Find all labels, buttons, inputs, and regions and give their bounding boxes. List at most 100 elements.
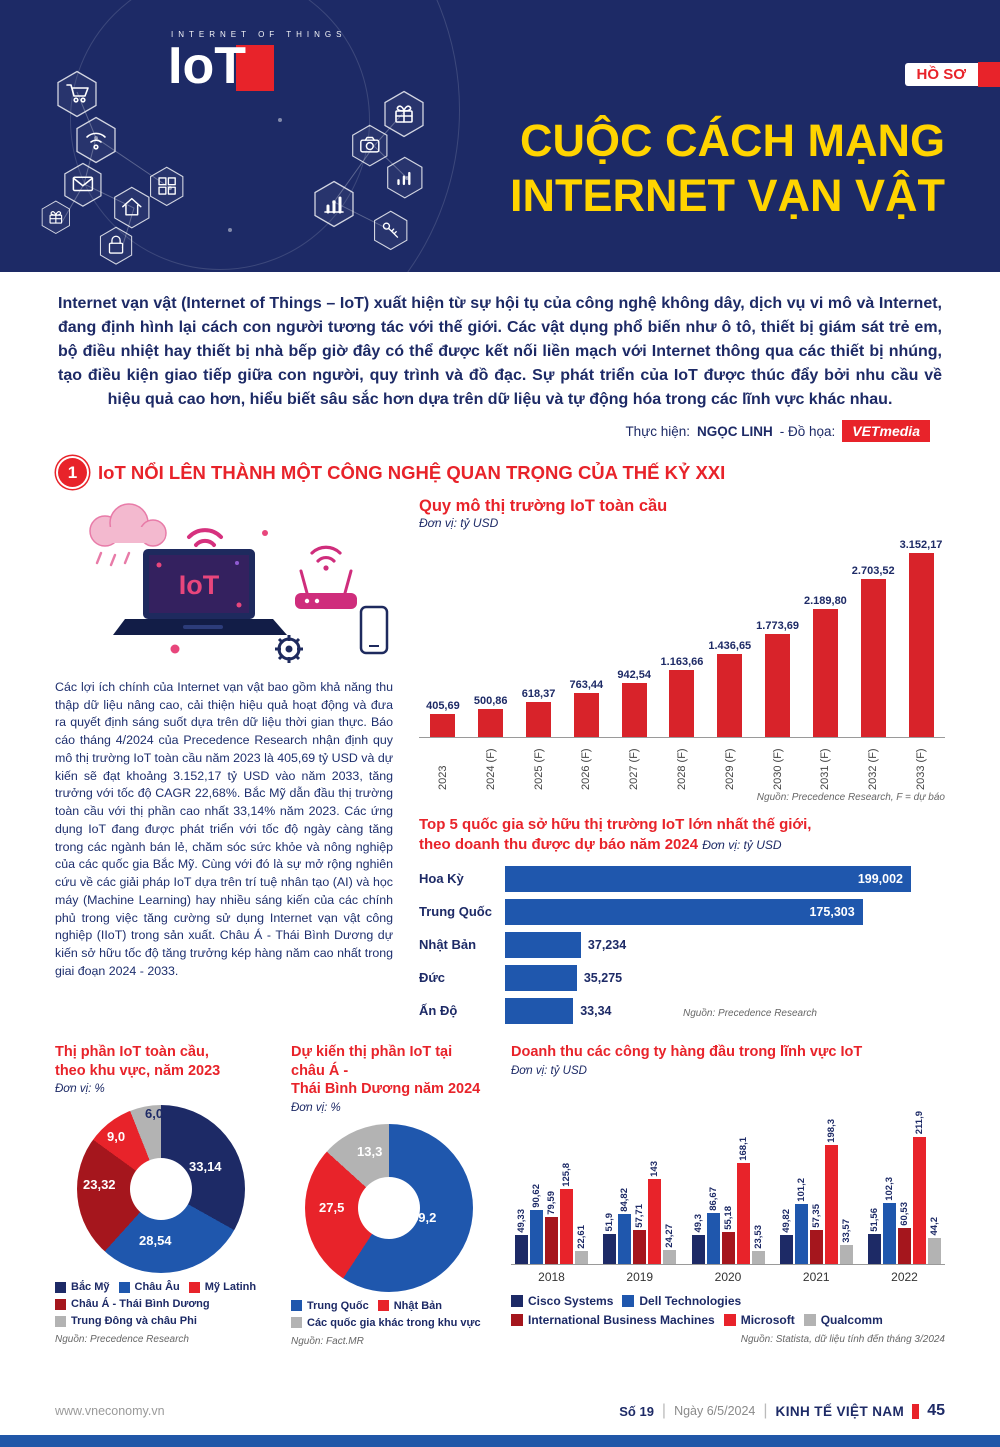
section-1-content: IoT	[0, 495, 1000, 1027]
section-1-heading: 1 IoT NỔI LÊN THÀNH MỘT CÔNG NGHỆ QUAN T…	[0, 442, 1000, 495]
bar-category-label: 2026 (F)	[580, 748, 593, 790]
country-label: Ấn Độ	[419, 1003, 458, 1018]
bar	[860, 579, 886, 738]
bar	[883, 1202, 896, 1265]
year-label: 2018	[538, 1269, 565, 1284]
legend-swatch	[188, 1281, 200, 1293]
byline: Thực hiện: NGỌC LINH - Đồ họa: VETmedia	[0, 412, 1000, 442]
legend-item: Châu Âu	[118, 1281, 180, 1293]
section-body-text: Các lợi ích chính của Internet vạn vật b…	[55, 680, 393, 978]
chart-market-size: Quy mô thị trường IoT toàn cầu Đơn vị: t…	[419, 497, 945, 803]
slice-value-label: 23,32	[83, 1177, 116, 1193]
bar-category-label: 2029 (F)	[723, 748, 736, 790]
bar	[560, 1188, 573, 1265]
chart-icon	[312, 180, 356, 228]
badge-label: HỒ SƠ	[904, 63, 978, 86]
legend-item: International Business Machines	[511, 1313, 715, 1327]
bar	[603, 1233, 617, 1265]
page-title-line2: INTERNET VẠN VẬT	[509, 169, 945, 221]
chart-source: Nguồn: Precedence Research	[683, 1008, 817, 1019]
country-row: Đức 35,275	[419, 961, 945, 994]
year-group: 51,56 102,3 60,53 211,9 44,2	[868, 1083, 941, 1289]
legend-item: Nhật Bản	[377, 1300, 442, 1312]
bar-value-label: 2.703,52	[851, 565, 895, 577]
chart-title: Quy mô thị trường IoT toàn cầu	[419, 497, 668, 515]
bar-value-label: 49,33	[516, 1208, 527, 1233]
legend-item: Mỹ Latinh	[188, 1281, 256, 1293]
country-label: Đức	[419, 970, 446, 985]
gift-icon	[382, 90, 426, 138]
gift-small-icon	[40, 200, 72, 235]
bar-value-label: 57,35	[810, 1203, 822, 1228]
intro-section: Internet vạn vật (Internet of Things – I…	[0, 272, 1000, 412]
bar	[717, 654, 743, 738]
chart-legend: Bắc Mỹ Châu Âu Mỹ Latinh Châu Á - Thái Bình…	[55, 1281, 267, 1327]
year-label: 2021	[802, 1269, 830, 1284]
slice-value-label: 6,0	[145, 1106, 164, 1122]
intro-paragraph: Internet vạn vật (Internet of Things – I…	[58, 295, 942, 408]
chart-source: Nguồn: Precedence Research, F = dự báo	[756, 792, 945, 803]
country-row: Nhật Bản 37,234	[419, 928, 945, 961]
legend-swatch	[803, 1313, 816, 1326]
bar-column: 618,37 2025 (F)	[515, 534, 563, 790]
bar	[751, 1250, 765, 1265]
bar-value-label: 49,82	[780, 1208, 792, 1233]
bar-value-label: 125,8	[561, 1162, 572, 1187]
key-icon	[372, 210, 409, 251]
bar	[505, 997, 574, 1024]
chart-title: Top 5 quốc gia sở hữu thị trường IoT lớn…	[419, 816, 812, 853]
legend-swatch	[622, 1294, 635, 1307]
bar-value-label: 500,86	[473, 695, 508, 707]
legend-swatch	[511, 1294, 523, 1307]
bar-value-label: 37,234	[587, 937, 627, 952]
bar-category-label: 2030 (F)	[771, 748, 784, 790]
cart-icon	[55, 70, 99, 118]
horizontal-bar-chart: Hoa Kỳ 199,002 Trung Quốc 175,303 Nhật B…	[419, 862, 945, 1027]
byline-label: Thực hiện:	[625, 423, 691, 439]
bottom-charts-row: Thị phần IoT toàn cầu, theo khu vực, năm…	[0, 1027, 1000, 1347]
footer: www.vneconomy.vn Số 19 | Ngày 6/5/2024 |…	[0, 1389, 1000, 1447]
chart-source: Nguồn: Fact.MR	[291, 1335, 364, 1347]
bar-value-label: 143	[649, 1160, 661, 1177]
chart-unit: Đơn vị: %	[55, 1083, 105, 1096]
bar-column: 1.163,66 2028 (F)	[658, 534, 706, 790]
slice-value-label: 28,54	[139, 1233, 172, 1249]
grouped-bar-chart: 49,33 90,62 79,59 125,8 22,61	[511, 1083, 945, 1289]
bar-value-label: 198,3	[825, 1118, 837, 1143]
bar-category-label: 2027 (F)	[628, 748, 641, 790]
svg-text:IoT: IoT	[179, 570, 220, 600]
bar	[478, 709, 504, 738]
bar	[913, 1136, 926, 1265]
wifi-icon	[74, 116, 118, 164]
donut-chart-apac: 59,2 27,5 13,3	[305, 1123, 473, 1292]
chart-source: Nguồn: Statista, dữ liệu tính đến tháng …	[740, 1333, 945, 1345]
chart-regional-share: Thị phần IoT toàn cầu, theo khu vực, năm…	[55, 1043, 267, 1347]
legend-swatch	[511, 1313, 523, 1326]
bar	[573, 693, 599, 738]
bar-value-label: 101,2	[795, 1177, 807, 1202]
bar	[794, 1203, 808, 1265]
bar-value-label: 57,71	[634, 1203, 646, 1228]
page-title: CUỘC CÁCH MẠNG INTERNET VẠN VẬT	[510, 114, 945, 224]
bar-value-label: 168,1	[737, 1136, 749, 1161]
section-title: IoT NỔI LÊN THÀNH MỘT CÔNG NGHỆ QUAN TRỌ…	[98, 461, 726, 483]
bar-column: 500,86 2024 (F)	[467, 534, 515, 790]
bar	[633, 1229, 647, 1265]
donut-chart-regions: 33,14 28,54 23,32 9,0 6,0	[77, 1105, 245, 1274]
bar	[779, 1234, 793, 1265]
bar	[868, 1233, 881, 1265]
slice-value-label: 33,14	[189, 1159, 222, 1175]
bar-value-label: 33,57	[840, 1218, 852, 1243]
legend-item: Trung Đông và châu Phi	[55, 1315, 197, 1327]
bar-value-label: 35,275	[583, 970, 623, 985]
bar-category-label: 2032 (F)	[867, 748, 880, 790]
bar-value-label: 618,37	[521, 688, 556, 700]
magazine-brand: KINH TẾ VIỆT NAM	[775, 1403, 905, 1419]
year-group: 51,9 84,82 57,71 143 24,27	[603, 1083, 677, 1289]
bar-value-label: 79,59	[546, 1190, 557, 1215]
bar	[526, 702, 552, 738]
slice-value-label: 9,0	[107, 1129, 126, 1145]
year-group: 49,3 86,67 55,18 168,1 23,53	[691, 1083, 765, 1289]
chart-legend: Trung Quốc Nhật Bản Các quốc gia khác tron…	[291, 1300, 487, 1329]
